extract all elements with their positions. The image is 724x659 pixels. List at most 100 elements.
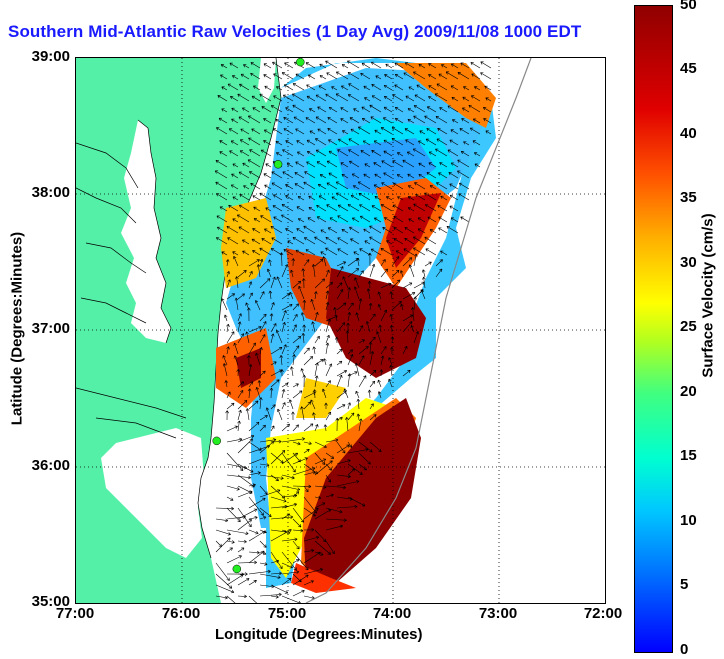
velocity-arrow xyxy=(325,363,333,377)
velocity-arrow xyxy=(382,117,393,124)
velocity-arrow xyxy=(306,95,316,102)
velocity-arrow xyxy=(247,159,261,168)
velocity-arrow xyxy=(270,496,287,503)
velocity-arrow xyxy=(270,584,289,594)
velocity-arrow xyxy=(265,407,272,421)
velocity-arrow xyxy=(273,194,283,201)
velocity-arrow xyxy=(329,217,338,223)
velocity-arrow xyxy=(259,507,272,518)
velocity-arrow xyxy=(425,138,437,146)
velocity-arrow xyxy=(308,195,316,201)
velocity-arrow xyxy=(230,184,239,190)
velocity-arrow xyxy=(325,236,338,245)
velocity-arrow xyxy=(399,270,404,278)
velocity-arrow xyxy=(259,516,267,520)
velocity-arrow xyxy=(380,127,393,135)
velocity-arrow xyxy=(331,196,338,201)
velocity-arrow xyxy=(259,313,267,322)
velocity-arrow xyxy=(314,362,319,377)
velocity-arrow xyxy=(241,107,250,113)
velocity-arrow xyxy=(421,269,426,278)
velocity-arrow xyxy=(287,240,294,245)
velocity-arrow xyxy=(336,370,348,377)
velocity-arrow xyxy=(480,72,492,80)
velocity-arrow xyxy=(250,182,261,190)
velocity-arrow xyxy=(340,162,349,168)
colorbar-tick: 25 xyxy=(680,318,697,335)
velocity-arrow xyxy=(272,128,283,135)
xtick-label: 75:00 xyxy=(267,605,307,622)
velocity-arrow xyxy=(450,85,459,91)
velocity-arrow xyxy=(315,94,327,102)
velocity-arrow xyxy=(314,291,318,300)
velocity-arrow xyxy=(391,127,404,135)
radar-station-marker xyxy=(232,564,242,574)
velocity-arrow xyxy=(290,366,294,377)
velocity-arrow xyxy=(413,247,426,256)
velocity-arrow xyxy=(358,345,369,355)
velocity-arrow xyxy=(341,64,349,69)
velocity-arrow xyxy=(263,173,272,179)
velocity-arrow xyxy=(226,595,236,603)
velocity-arrow xyxy=(292,83,305,91)
velocity-arrow xyxy=(314,375,319,388)
velocity-arrow xyxy=(261,238,272,245)
velocity-arrow xyxy=(292,303,299,311)
velocity-arrow xyxy=(252,195,261,201)
velocity-arrow xyxy=(485,97,492,102)
velocity-arrow xyxy=(292,390,303,399)
velocity-arrow xyxy=(270,105,283,113)
velocity-arrow xyxy=(232,251,239,256)
velocity-arrow xyxy=(275,329,283,344)
velocity-arrow xyxy=(251,238,261,245)
velocity-arrow xyxy=(347,302,354,311)
velocity-arrow xyxy=(417,228,426,234)
velocity-arrow xyxy=(348,138,360,146)
velocity-arrow xyxy=(268,259,272,267)
velocity-arrow xyxy=(351,217,360,223)
velocity-arrow xyxy=(447,105,459,113)
velocity-arrow xyxy=(259,573,281,580)
velocity-arrow xyxy=(303,441,312,446)
velocity-arrow xyxy=(428,96,437,102)
velocity-arrow xyxy=(232,218,239,223)
velocity-arrow xyxy=(319,75,327,80)
velocity-arrow xyxy=(237,519,252,531)
velocity-arrow xyxy=(237,578,250,586)
velocity-arrow xyxy=(474,163,481,168)
xtick-label: 74:00 xyxy=(372,605,412,622)
xtick-label: 77:00 xyxy=(55,605,95,622)
velocity-arrow xyxy=(336,348,343,355)
velocity-arrow xyxy=(457,170,470,179)
velocity-arrow xyxy=(300,406,305,421)
velocity-arrow xyxy=(303,551,321,564)
velocity-arrow xyxy=(418,162,426,168)
velocity-arrow xyxy=(216,226,228,234)
velocity-arrow xyxy=(293,116,305,124)
velocity-arrow xyxy=(314,460,333,476)
velocity-arrow xyxy=(231,173,239,179)
velocity-arrow xyxy=(257,380,262,388)
velocity-arrow xyxy=(336,192,349,201)
velocity-arrow xyxy=(292,589,305,597)
velocity-arrow xyxy=(304,171,316,179)
velocity-arrow xyxy=(325,485,347,490)
velocity-arrow xyxy=(357,181,371,190)
velocity-arrow xyxy=(434,93,448,102)
velocity-arrow xyxy=(303,507,319,520)
velocity-arrow xyxy=(369,225,382,234)
velocity-arrow xyxy=(248,259,260,267)
velocity-arrow xyxy=(227,237,239,245)
velocity-arrow xyxy=(325,301,330,311)
velocity-arrow xyxy=(381,182,393,190)
velocity-arrow xyxy=(271,237,283,245)
velocity-arrow xyxy=(215,573,233,589)
velocity-arrow xyxy=(360,150,371,157)
velocity-arrow xyxy=(362,140,371,146)
velocity-arrow xyxy=(428,74,437,80)
velocity-arrow xyxy=(379,369,384,377)
velocity-arrow xyxy=(259,438,277,443)
velocity-arrow xyxy=(273,95,283,102)
velocity-arrow xyxy=(460,216,470,223)
map-plot-area[interactable] xyxy=(75,57,606,604)
